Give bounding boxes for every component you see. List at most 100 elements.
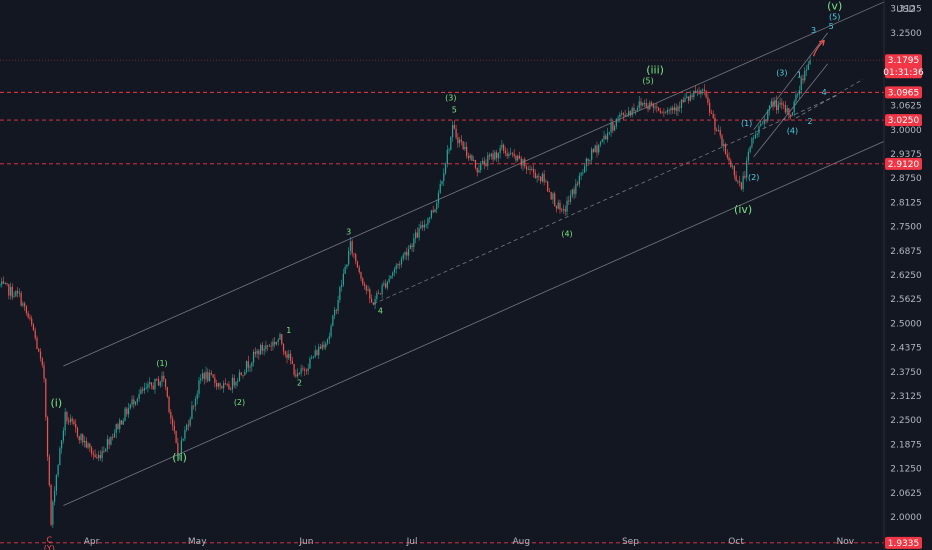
- candle-body: [270, 345, 272, 347]
- candle-body: [305, 370, 308, 372]
- candle-body: [466, 146, 468, 156]
- candle-body: [652, 104, 654, 108]
- candle-body: [612, 122, 614, 131]
- candle-body: [536, 176, 538, 178]
- candle-body: [608, 132, 610, 133]
- candle-body: [654, 106, 656, 108]
- candle-body: [53, 490, 56, 502]
- elliott-wave-labels: C(Y)(i)(ii)(1)(2)1234(3)5(4)(5)(iii)(iv)…: [44, 0, 843, 550]
- candle-body: [710, 112, 713, 114]
- wave-label: (i): [51, 397, 63, 410]
- currency-label[interactable]: USD: [896, 5, 915, 15]
- candle-body: [707, 97, 709, 103]
- candle-body: [765, 120, 767, 122]
- candle-body: [89, 443, 91, 448]
- candle-body: [374, 299, 376, 305]
- candle-body: [474, 159, 477, 168]
- channel-line-lower: [63, 141, 885, 506]
- candle-body: [591, 149, 593, 160]
- candle-body: [631, 107, 633, 116]
- candle-body: [395, 265, 397, 270]
- candle-body: [247, 361, 249, 368]
- wave-label: 2: [297, 378, 302, 387]
- candle-body: [75, 423, 77, 428]
- candle-body: [131, 399, 133, 405]
- candle-body: [429, 217, 431, 219]
- candle-body: [406, 252, 408, 256]
- candle-body: [272, 341, 274, 347]
- candle-body: [647, 106, 649, 110]
- candle-body: [129, 404, 131, 409]
- candle-body: [444, 163, 447, 174]
- candle-body: [460, 139, 462, 142]
- candle-body: [142, 389, 144, 391]
- candle-body: [388, 278, 390, 282]
- wave-label: (1): [741, 119, 752, 128]
- candle-body: [758, 126, 760, 134]
- candle-body: [304, 369, 306, 371]
- candle-body: [532, 168, 535, 173]
- candle-body: [314, 350, 316, 357]
- candle-body: [453, 125, 455, 129]
- wave-label: 4: [378, 307, 383, 316]
- time-axis[interactable]: Apr May Jun Jul Aug Sep Oct Nov: [84, 537, 855, 547]
- candle-body: [670, 107, 672, 111]
- candle-body: [432, 210, 434, 213]
- channel-line-wedge-mid: [795, 79, 864, 119]
- candle-body: [267, 345, 269, 347]
- candle-body: [92, 453, 94, 455]
- candle-body: [656, 106, 658, 108]
- candle-body: [737, 181, 739, 183]
- price-axis[interactable]: 2.0000 2.0625 2.1250 2.1875 2.2500 2.3125 2.37…: [883, 0, 922, 550]
- wave-label: (1): [156, 359, 167, 368]
- candle-body: [555, 206, 558, 209]
- candle-body: [73, 421, 75, 424]
- candle-body: [804, 70, 806, 81]
- price-tick-label: 3.3125: [890, 5, 922, 15]
- candle-body: [543, 173, 545, 182]
- candle-body: [800, 78, 802, 91]
- candle-body: [721, 135, 723, 147]
- candle-body: [69, 418, 72, 423]
- price-tick-label: 2.6250: [890, 271, 922, 281]
- candle-body: [97, 454, 100, 459]
- candle-body: [113, 432, 116, 438]
- candle-body: [668, 109, 670, 111]
- candle-body: [173, 425, 175, 432]
- candle-body: [511, 153, 514, 154]
- candle-body: [659, 110, 661, 113]
- candle-body: [687, 96, 690, 101]
- projection-arrow-shaft: [812, 40, 825, 57]
- candle-body: [94, 454, 96, 458]
- candle-body: [57, 465, 59, 476]
- candle-body: [61, 440, 63, 449]
- candle-body: [494, 152, 496, 160]
- candle-body: [635, 110, 637, 112]
- candle-body: [427, 218, 429, 225]
- candle-body: [355, 254, 357, 262]
- candle-body: [786, 108, 788, 113]
- candle-body: [527, 169, 529, 171]
- candle-body: [90, 447, 93, 454]
- price-tick-label: 2.5000: [890, 319, 922, 329]
- candle-body: [587, 158, 589, 161]
- candle-body: [569, 195, 572, 202]
- candle-body: [38, 348, 40, 352]
- candle-body: [700, 90, 702, 95]
- candle-body: [545, 181, 547, 183]
- candle-body: [547, 181, 549, 192]
- price-level-lines: [0, 59, 884, 544]
- candle-body: [348, 250, 350, 265]
- candle-body: [781, 102, 783, 105]
- price-tick-label: 2.1875: [890, 440, 922, 450]
- candle-body: [159, 381, 161, 386]
- wave-label: 5: [829, 22, 834, 31]
- candle-body: [219, 383, 221, 387]
- candle-body: [740, 182, 742, 190]
- candle-body: [8, 284, 10, 296]
- candle-body: [640, 101, 642, 106]
- candle-body: [295, 374, 297, 377]
- candle-body: [411, 245, 413, 248]
- candle-body: [689, 95, 691, 101]
